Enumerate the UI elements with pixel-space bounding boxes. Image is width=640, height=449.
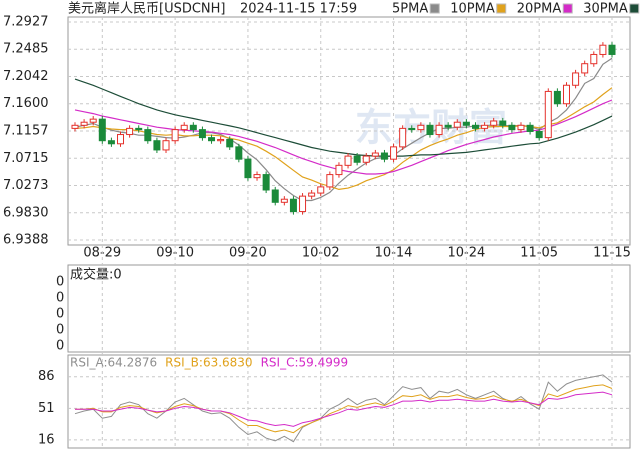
y-tick-label: 16 xyxy=(38,432,55,447)
candle-body xyxy=(435,124,443,136)
y-tick-label: 0 xyxy=(56,291,64,306)
legend-swatch xyxy=(429,3,440,14)
candle-body xyxy=(390,146,398,160)
candle-body xyxy=(562,84,570,105)
candle-body xyxy=(117,134,125,145)
candle-body xyxy=(544,90,552,139)
legend-label: 20PMA xyxy=(517,2,562,17)
y-tick-label: 7.1600 xyxy=(3,96,49,111)
candle-body xyxy=(80,121,88,126)
candle-body xyxy=(453,121,461,128)
datetime: 2024-11-15 17:59 xyxy=(240,2,357,17)
candle-body xyxy=(526,124,534,132)
candle-body xyxy=(180,124,188,131)
legend-label: 5PMA xyxy=(392,2,428,17)
y-tick-label: 7.2042 xyxy=(3,69,49,84)
y-tick-label: 51 xyxy=(38,401,55,416)
candle-body xyxy=(253,174,261,179)
volume-panel xyxy=(67,264,631,353)
candle-body xyxy=(208,137,216,142)
candle-body xyxy=(572,72,580,86)
candle-body xyxy=(226,138,234,148)
candle-body xyxy=(599,44,607,55)
title: 美元离岸人民币[USDCNH] xyxy=(68,1,226,17)
candle-body xyxy=(590,53,598,65)
candle-body xyxy=(107,140,115,145)
candle-body xyxy=(126,127,134,136)
candle-body xyxy=(426,124,434,136)
candle-body xyxy=(135,127,143,131)
y-tick-label: 6.9830 xyxy=(3,205,49,220)
y-tick-label: 0 xyxy=(56,339,64,354)
candle-body xyxy=(535,130,543,139)
candle-body xyxy=(499,120,507,126)
candle-body xyxy=(162,140,170,151)
candle-body xyxy=(471,124,479,129)
legend-swatch xyxy=(562,3,573,14)
candle-body xyxy=(144,129,152,142)
legend-label: RSI_B:63.6830 xyxy=(165,356,252,370)
candle-body xyxy=(189,124,197,131)
candle-body xyxy=(608,44,616,55)
candle-body xyxy=(262,174,270,191)
candle-body xyxy=(98,118,106,142)
candle-body xyxy=(344,155,352,166)
y-tick-label: 7.0715 xyxy=(3,151,49,166)
rsi-line xyxy=(74,374,613,443)
candle-body xyxy=(171,129,179,142)
candle-body xyxy=(271,189,279,203)
candle-body xyxy=(308,192,316,197)
candle-body xyxy=(399,127,407,148)
candle-body xyxy=(198,129,206,139)
legend-label: 30PMA xyxy=(583,2,628,17)
candle-body xyxy=(153,140,161,151)
candle-body xyxy=(280,198,288,203)
ma-line xyxy=(74,78,613,157)
candle-body xyxy=(517,124,525,131)
y-tick-label: 7.2485 xyxy=(3,42,49,57)
rsi-panel xyxy=(67,354,631,449)
legend-label: 10PMA xyxy=(450,2,495,17)
legend-swatch xyxy=(496,3,507,14)
candle-body xyxy=(89,118,97,123)
candle-body xyxy=(235,146,243,160)
candle-body xyxy=(408,127,416,131)
candle-body xyxy=(362,155,370,163)
candle-body xyxy=(508,124,516,131)
legend-label: RSI_C:59.4999 xyxy=(261,356,349,370)
candle-body xyxy=(462,121,470,126)
legend-label: RSI_A:64.2876 xyxy=(70,356,157,370)
candle-body xyxy=(326,174,334,188)
candle-body xyxy=(317,186,325,194)
y-tick-label: 0 xyxy=(56,307,64,322)
candle-body xyxy=(299,195,307,213)
candle-body xyxy=(335,164,343,176)
candle-body xyxy=(581,63,589,74)
candle-body xyxy=(371,152,379,157)
y-tick-label: 7.1157 xyxy=(3,124,49,139)
candle-body xyxy=(481,124,489,129)
y-tick-label: 0 xyxy=(56,275,64,290)
candle-body xyxy=(444,124,452,128)
legend-swatch xyxy=(629,3,640,14)
volume-title: 成交量:0 xyxy=(70,267,122,283)
candle-body xyxy=(553,90,561,105)
y-tick-label: 86 xyxy=(38,369,55,384)
candle-body xyxy=(217,138,225,142)
candle-body xyxy=(490,120,498,126)
y-tick-label: 7.2927 xyxy=(3,15,49,30)
candle-body xyxy=(417,124,425,131)
candle-body xyxy=(71,124,79,129)
candle-body xyxy=(353,155,361,163)
candle-body xyxy=(380,152,388,160)
ma-line xyxy=(74,99,613,175)
y-tick-label: 7.0273 xyxy=(3,178,49,193)
rsi-line xyxy=(75,391,613,427)
candle-body xyxy=(289,198,297,213)
y-tick-label: 6.9388 xyxy=(3,233,49,248)
candle-body xyxy=(244,158,252,179)
y-tick-label: 0 xyxy=(56,323,64,338)
